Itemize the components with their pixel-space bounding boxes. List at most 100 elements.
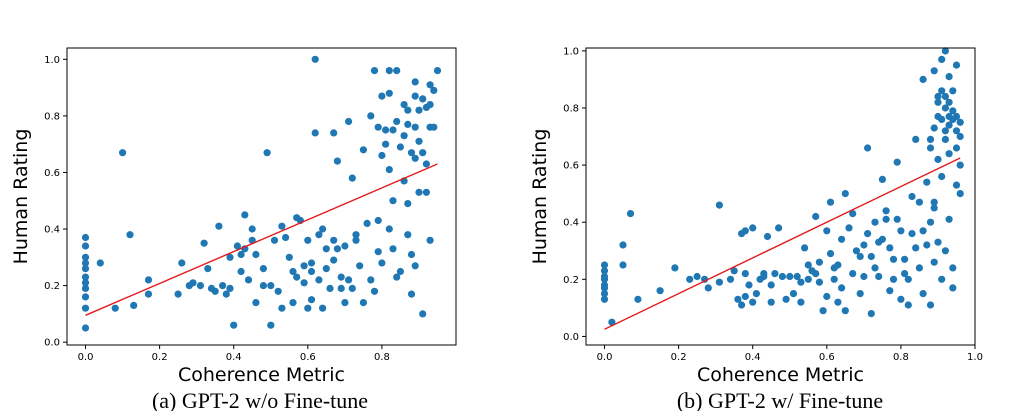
scatter-point <box>430 86 438 94</box>
scatter-point <box>934 98 942 106</box>
scatter-point <box>619 261 627 269</box>
scatter-point <box>252 250 260 259</box>
scatter-point <box>315 276 323 284</box>
y-axis-label: Human Rating <box>10 129 32 265</box>
scatter-point <box>304 304 312 312</box>
scatter-point <box>952 112 961 121</box>
scatter-point <box>875 272 883 281</box>
scatter-point <box>600 272 609 281</box>
scatter-point <box>330 129 338 137</box>
scatter-point <box>934 238 942 246</box>
scatter-point <box>600 281 609 289</box>
scatter-point <box>930 198 938 206</box>
scatter-point <box>956 161 964 169</box>
y-tick-label: 0.0 <box>44 338 60 349</box>
scatter-point <box>956 118 964 126</box>
scatter-point <box>226 253 234 261</box>
scatter-point <box>382 140 390 148</box>
scatter-point <box>378 151 386 160</box>
scatter-point <box>285 253 293 261</box>
scatter-point <box>841 190 849 198</box>
scatter-point <box>838 284 846 292</box>
scatter-point <box>230 321 238 329</box>
scatter-point <box>830 275 838 283</box>
scatter-point <box>886 287 894 295</box>
scatter-point <box>752 290 761 298</box>
scatter-point <box>797 298 805 306</box>
y-tick-label: 0.0 <box>563 332 579 343</box>
scatter-point <box>945 121 953 129</box>
scatter-point <box>789 290 798 298</box>
scatter-point <box>367 276 375 284</box>
scatter-point <box>300 262 308 270</box>
x-axis-label: Coherence Metric <box>697 364 864 386</box>
scatter-point <box>915 198 924 206</box>
scatter-point <box>319 225 327 233</box>
scatter-point <box>396 143 404 151</box>
y-tick-label: 1.0 <box>563 46 579 57</box>
scatter-point <box>804 275 812 283</box>
scatter-point <box>333 245 341 253</box>
scatter-point <box>949 107 957 115</box>
scatter-point <box>378 259 386 267</box>
chart-panel-b: 0.0 0.2 0.4 0.6 0.8 1.0 0.0 0.2 0.4 0.6 0.8 1.0 Cohe… <box>529 46 983 411</box>
scatter-point <box>715 278 724 286</box>
scatter-point <box>889 275 898 283</box>
scatter-point <box>826 250 835 258</box>
scatter-point <box>923 178 931 186</box>
scatter-point <box>326 284 334 292</box>
scatter-point <box>400 132 408 140</box>
scatter-point <box>919 75 927 83</box>
scatter-point <box>374 123 382 131</box>
scatter-point <box>411 123 419 131</box>
scatter-point <box>926 218 935 226</box>
scatter-point <box>259 282 267 290</box>
scatter-point <box>341 299 349 307</box>
scatter-point <box>656 287 664 295</box>
scatter-point <box>882 207 890 215</box>
scatter-point <box>393 273 401 281</box>
scatter-point <box>930 124 938 132</box>
scatter-point <box>407 149 416 157</box>
scatter-point <box>919 227 927 235</box>
scatter-point <box>304 236 312 244</box>
scatter-point <box>81 279 90 287</box>
scatter-point <box>322 245 330 253</box>
scatter-point <box>775 224 783 232</box>
scatter-point <box>823 292 831 301</box>
scatter-point <box>345 117 353 126</box>
scatter-point <box>278 304 286 312</box>
scatter-point <box>704 284 712 292</box>
scatter-point <box>219 282 227 290</box>
scatter-point <box>949 264 957 272</box>
scatter-point <box>941 104 950 112</box>
scatter-point <box>174 290 182 298</box>
scatter-point <box>786 272 794 281</box>
scatter-point <box>367 112 375 120</box>
scatter-point <box>411 262 419 270</box>
scatter-point <box>919 290 927 298</box>
scatter-point <box>726 275 735 283</box>
scatter-point <box>912 244 920 252</box>
scatter-point <box>244 276 253 284</box>
scatter-point <box>404 120 412 128</box>
scatter-point <box>841 307 849 315</box>
scatter-point <box>941 127 950 135</box>
scatter-point <box>404 200 412 208</box>
scatter-point <box>415 137 423 145</box>
scatter-point <box>778 272 787 281</box>
chart-panel-a: 0.0 0.2 0.4 0.6 0.8 0.0 0.2 0.4 0.6 0.8 1.0 Coheren… <box>10 47 457 411</box>
scatter-point <box>119 149 127 157</box>
scatter-point <box>267 321 275 329</box>
x-axis-label: Coherence Metric <box>178 364 345 386</box>
scatter-point <box>600 290 609 298</box>
scatter-point <box>130 301 138 309</box>
scatter-point <box>671 264 679 272</box>
scatter-point <box>411 78 419 86</box>
scatter-point <box>849 210 857 218</box>
scatter-point <box>952 181 961 189</box>
y-tick-label: 0.4 <box>563 218 579 229</box>
scatter-point <box>634 295 642 303</box>
scatter-point <box>359 299 367 307</box>
x-tick-label: 0.2 <box>152 352 168 363</box>
